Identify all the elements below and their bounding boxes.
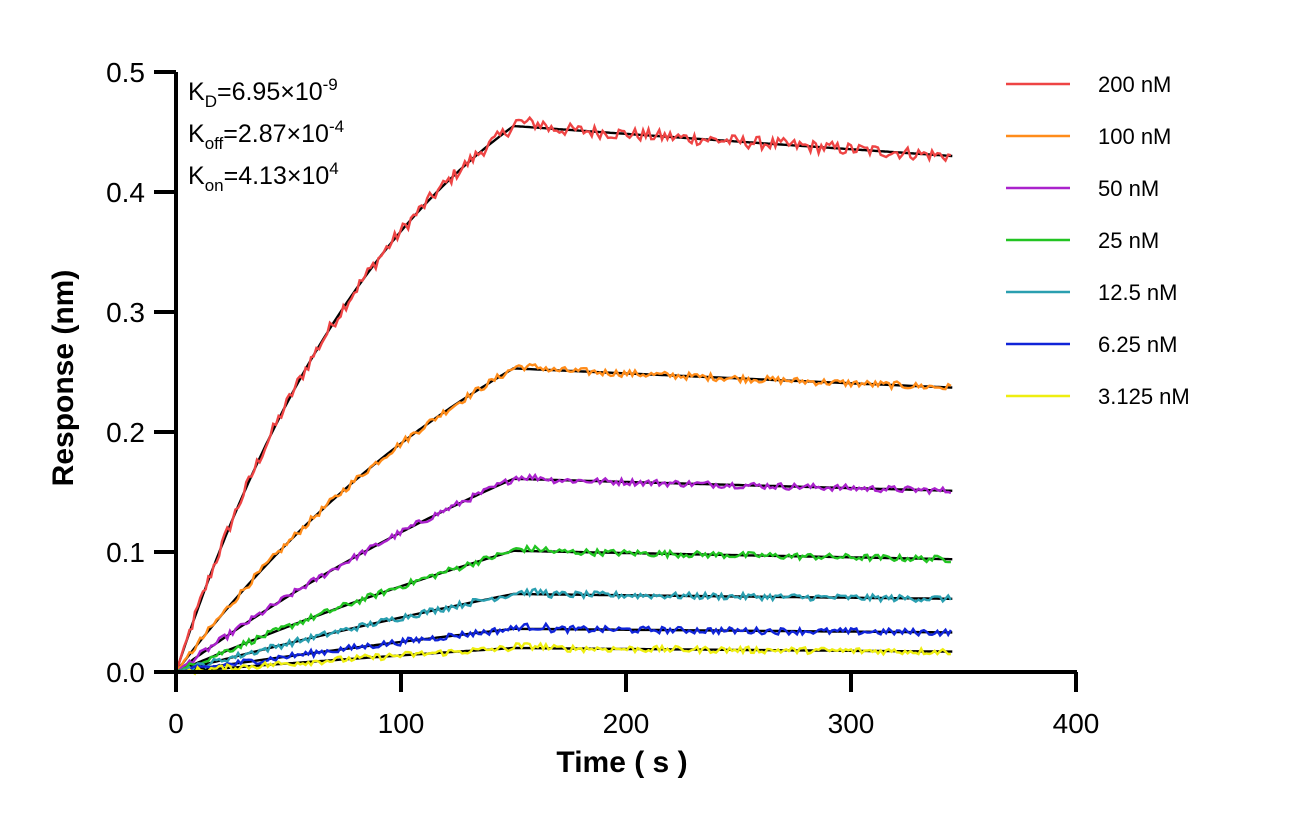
legend: 200 nM 100 nM 50 nM 25 nM 12.5 nM 6.25 nM 3.12…: [1006, 72, 1190, 409]
x-tick-label: 100: [378, 708, 425, 739]
x-tick-label: 200: [603, 708, 650, 739]
y-tick-label: 0.3: [106, 297, 145, 328]
x-tick-label: 300: [828, 708, 875, 739]
legend-label: 6.25 nM: [1098, 332, 1178, 357]
x-tick-label: 0: [168, 708, 184, 739]
legend-label: 25 nM: [1098, 228, 1159, 253]
legend-label: 100 nM: [1098, 124, 1171, 149]
data-curve: [175, 543, 951, 674]
y-tick-label: 0.2: [106, 417, 145, 448]
legend-label: 12.5 nM: [1098, 280, 1178, 305]
kinetic-constant: KD=6.95×10-9: [188, 75, 338, 111]
fit-curves: [174, 124, 953, 674]
legend-label: 200 nM: [1098, 72, 1171, 97]
kinetic-constants: KD=6.95×10-9 Koff=2.87×10-4 Kon=4.13×104: [188, 75, 344, 195]
data-curve: [175, 362, 952, 673]
x-tick-label: 400: [1053, 708, 1100, 739]
y-tick-label: 0.4: [106, 177, 145, 208]
data-curve: [175, 621, 952, 674]
y-axis-title: Response (nm): [47, 270, 80, 487]
data-curves: [174, 115, 952, 676]
fit-curve: [174, 124, 953, 673]
fit-curve: [175, 592, 953, 674]
kinetic-constant: Kon=4.13×104: [188, 159, 339, 195]
y-tick-label: 0.5: [106, 57, 145, 88]
y-tick-label: 0.1: [106, 537, 145, 568]
data-curve: [174, 115, 952, 673]
legend-label: 50 nM: [1098, 176, 1159, 201]
data-curve: [175, 587, 952, 674]
ticks: 0 100 200 300 400 0.0 0.1 0.2 0.3 0.4 0.5: [106, 57, 1099, 739]
y-tick-label: 0.0: [106, 657, 145, 688]
data-curve: [175, 472, 952, 674]
x-axis-title: Time ( s ): [556, 746, 687, 779]
legend-label: 3.125 nM: [1098, 384, 1190, 409]
data-curve: [175, 641, 951, 676]
kinetic-constant: Koff=2.87×10-4: [188, 117, 344, 153]
